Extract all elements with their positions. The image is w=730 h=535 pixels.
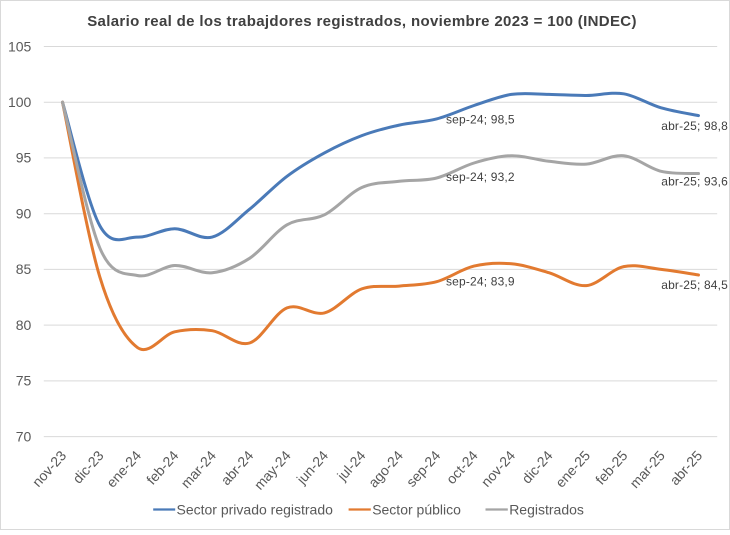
svg-text:80: 80	[16, 317, 32, 333]
svg-text:95: 95	[16, 150, 32, 166]
svg-text:sep-24; 98,5: sep-24; 98,5	[446, 113, 515, 127]
svg-text:Salario real de los trabajdore: Salario real de los trabajdores registra…	[87, 13, 637, 30]
svg-text:100: 100	[8, 94, 32, 110]
svg-text:Sector privado registrado: Sector privado registrado	[177, 501, 334, 517]
svg-text:85: 85	[16, 261, 32, 277]
svg-text:abr-25; 84,5: abr-25; 84,5	[661, 278, 728, 292]
svg-text:Registrados: Registrados	[509, 501, 584, 517]
svg-text:70: 70	[16, 428, 32, 444]
svg-text:105: 105	[8, 38, 32, 54]
svg-text:75: 75	[16, 373, 32, 389]
svg-text:abr-25; 98,8: abr-25; 98,8	[661, 119, 728, 133]
svg-text:abr-25; 93,6: abr-25; 93,6	[661, 175, 728, 189]
svg-text:sep-24; 83,9: sep-24; 83,9	[446, 275, 515, 289]
svg-text:Sector público: Sector público	[372, 501, 461, 517]
svg-text:90: 90	[16, 206, 32, 222]
svg-text:sep-24; 93,2: sep-24; 93,2	[446, 170, 515, 184]
